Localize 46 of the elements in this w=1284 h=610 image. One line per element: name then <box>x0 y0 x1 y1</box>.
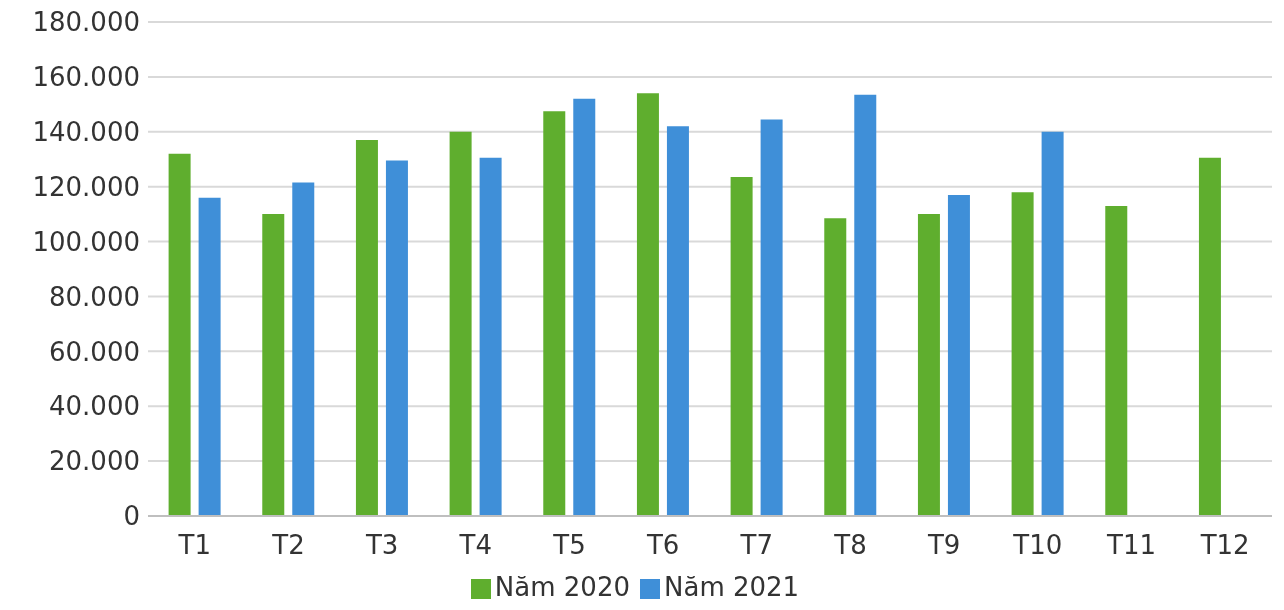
y-tick-label: 100.000 <box>32 226 140 257</box>
x-tick-label: T8 <box>833 530 867 561</box>
y-tick-label: 40.000 <box>49 391 140 422</box>
bar <box>262 214 285 516</box>
bar <box>573 98 596 516</box>
bar <box>292 182 315 516</box>
x-tick-label: T1 <box>177 530 212 561</box>
y-tick-label: 60.000 <box>49 336 140 367</box>
bar <box>824 218 847 516</box>
y-tick-label: 20.000 <box>49 446 140 477</box>
bar <box>1041 131 1064 516</box>
y-tick-label: 140.000 <box>32 117 140 148</box>
legend-label: Năm 2021 <box>664 572 800 602</box>
y-tick-label: 80.000 <box>49 281 140 312</box>
bar <box>1198 157 1221 516</box>
x-tick-label: T9 <box>926 530 961 561</box>
legend-label: Năm 2020 <box>494 572 630 602</box>
x-tick-label: T4 <box>458 530 493 561</box>
bar <box>479 157 502 516</box>
bar <box>947 194 970 516</box>
bar <box>917 214 940 516</box>
bar <box>449 131 472 516</box>
bar <box>168 153 191 516</box>
bar <box>666 126 689 516</box>
x-tick-label: T11 <box>1106 530 1156 561</box>
bar <box>636 93 659 516</box>
bar <box>854 94 877 516</box>
bar <box>760 119 783 516</box>
bar <box>1105 205 1128 516</box>
x-tick-label: T7 <box>739 530 774 561</box>
bar <box>355 140 378 516</box>
x-tick-label: T5 <box>552 530 586 561</box>
x-tick-label: T10 <box>1012 530 1063 561</box>
y-tick-label: 160.000 <box>32 62 140 93</box>
x-tick-label: T3 <box>364 530 399 561</box>
y-tick-label: 0 <box>123 501 140 532</box>
x-tick-label: T6 <box>645 530 680 561</box>
bar <box>543 111 566 516</box>
bar <box>198 197 221 516</box>
y-tick-label: 180.000 <box>32 7 140 38</box>
x-tick-label: T12 <box>1199 530 1250 561</box>
y-tick-label: 120.000 <box>32 171 140 202</box>
bar <box>385 160 408 516</box>
x-tick-label: T2 <box>271 530 305 561</box>
bar <box>730 177 753 516</box>
bar <box>1011 192 1034 516</box>
